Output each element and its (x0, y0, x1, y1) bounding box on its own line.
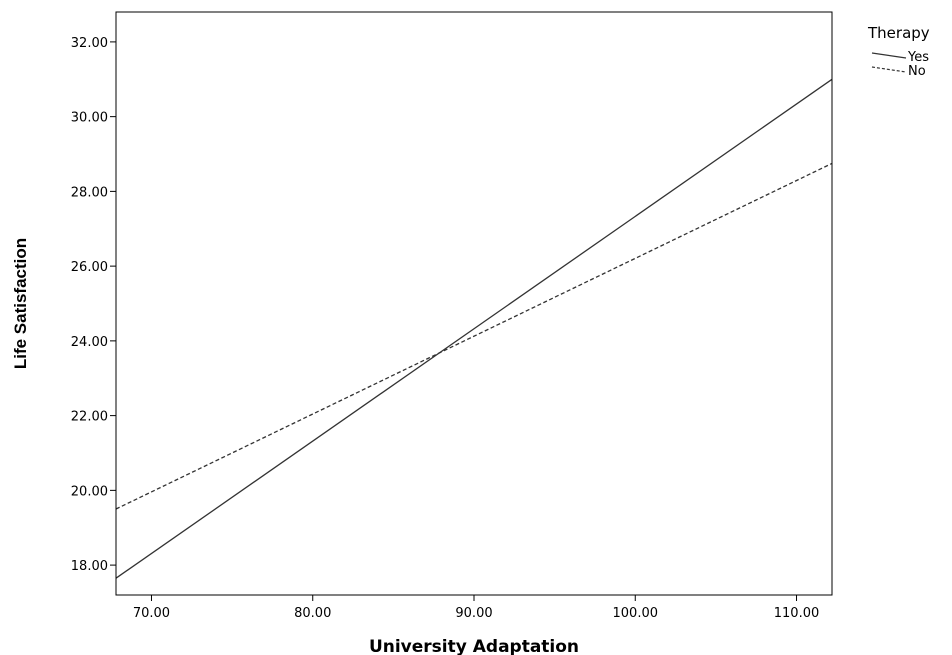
x-tick-label: 80.00 (294, 606, 331, 621)
legend-swatch-yes (871, 52, 907, 59)
x-tick-label: 90.00 (455, 606, 492, 621)
legend-label-yes: Yes (907, 50, 929, 65)
y-tick-label: 26.00 (71, 260, 108, 275)
x-tick-label: 70.00 (133, 606, 170, 621)
y-tick-label: 24.00 (71, 335, 108, 350)
x-axis-title: University Adaptation (369, 637, 579, 655)
legend-swatch-no (871, 66, 907, 73)
plot-frame (115, 11, 833, 596)
series-line-no (115, 162, 833, 510)
y-tick-label: 32.00 (71, 36, 108, 51)
axes: 18.00 20.00 22.00 24.00 26.00 28.00 30.00 32.00… (71, 11, 833, 621)
y-tick-label: 22.00 (71, 410, 108, 425)
x-tick-label: 100.00 (613, 606, 659, 621)
legend-label-no: No (908, 64, 926, 79)
series-line-yes (115, 78, 833, 579)
y-tick-label: 20.00 (71, 484, 108, 499)
legend-title: Therapy (867, 24, 930, 42)
x-tick-label: 110.00 (774, 606, 820, 621)
y-axis-title: Life Satisfaction (11, 238, 30, 369)
y-tick-label: 30.00 (71, 111, 108, 126)
plot-area (115, 78, 833, 579)
y-tick-label: 18.00 (71, 559, 108, 574)
y-tick-label: 28.00 (71, 185, 108, 200)
